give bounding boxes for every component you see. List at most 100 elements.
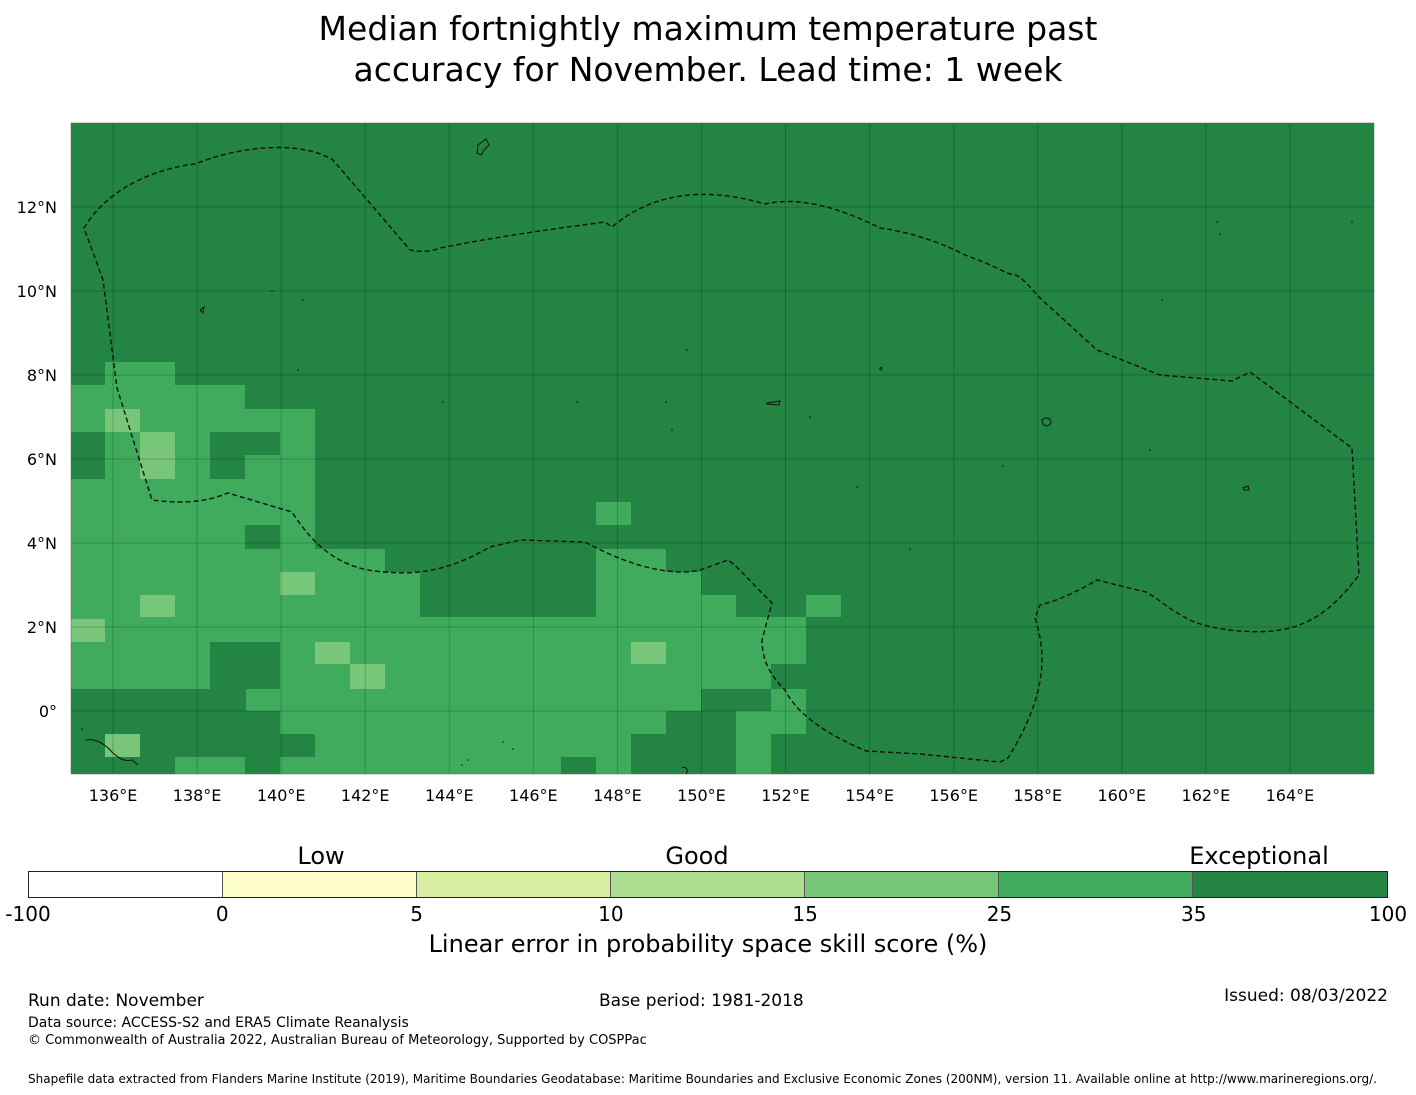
cell bbox=[105, 734, 140, 757]
colorbar-segment bbox=[805, 872, 999, 897]
cell bbox=[631, 734, 666, 774]
gridlines bbox=[71, 123, 1374, 774]
run-date: Run date: November bbox=[28, 991, 204, 1011]
atoll bbox=[1149, 449, 1151, 451]
atoll bbox=[1219, 233, 1221, 235]
atoll bbox=[671, 429, 673, 431]
copyright: © Commonwealth of Australia 2022, Austra… bbox=[28, 1033, 647, 1048]
lon-tick-label: 160°E bbox=[1097, 786, 1146, 805]
atoll bbox=[909, 548, 911, 550]
cell bbox=[71, 432, 105, 479]
lon-tick-label: 162°E bbox=[1182, 786, 1231, 805]
colorbar-segment bbox=[417, 872, 611, 897]
category-good: Good bbox=[665, 842, 729, 870]
colorbar-tick-label: 35 bbox=[1180, 902, 1207, 926]
category-exceptional: Exceptional bbox=[1189, 842, 1329, 870]
atoll bbox=[271, 290, 273, 292]
lon-tick-label: 150°E bbox=[677, 786, 726, 805]
cell bbox=[175, 757, 245, 774]
colorbar-segment bbox=[611, 872, 805, 897]
lon-tick-label: 158°E bbox=[1013, 786, 1062, 805]
colorbar-segment bbox=[999, 872, 1193, 897]
skill-score-map: 136°E 138°E 140°E 142°E 144°E 146°E 148°E 150°E… bbox=[17, 122, 1375, 805]
lon-tick-label: 138°E bbox=[173, 786, 222, 805]
cell bbox=[245, 711, 280, 774]
atoll bbox=[442, 401, 444, 403]
atoll bbox=[461, 764, 463, 766]
lat-tick-label: 4°N bbox=[27, 534, 57, 553]
kosrae-island bbox=[1242, 485, 1250, 491]
cell bbox=[315, 642, 350, 664]
cell bbox=[701, 689, 771, 711]
ulithi-island bbox=[879, 366, 883, 371]
atolls bbox=[81, 221, 1353, 766]
lon-tick-label: 146°E bbox=[509, 786, 558, 805]
atoll bbox=[686, 349, 688, 351]
atoll bbox=[856, 486, 858, 488]
cell bbox=[806, 595, 841, 617]
colorbar-tick-label: 0 bbox=[215, 902, 229, 926]
islands bbox=[85, 138, 1250, 775]
data-source: Data source: ACCESS-S2 and ERA5 Climate … bbox=[28, 1015, 409, 1031]
title-line-1: Median fortnightly maximum temperature p… bbox=[318, 9, 1098, 48]
colorbar-tick-label: 25 bbox=[986, 902, 1013, 926]
atoll bbox=[502, 741, 504, 743]
good-mid-cells bbox=[71, 409, 666, 757]
cell bbox=[596, 502, 631, 525]
cell bbox=[140, 432, 175, 479]
lat-tick-label: 0° bbox=[39, 702, 57, 721]
atoll bbox=[1002, 465, 1004, 467]
eez-boundary bbox=[83, 146, 1360, 763]
longitude-labels: 136°E 138°E 140°E 142°E 144°E 146°E 148°E 150°E… bbox=[89, 786, 1315, 805]
cell bbox=[280, 734, 315, 757]
atoll bbox=[512, 748, 514, 750]
atoll bbox=[81, 728, 83, 730]
lat-tick-label: 8°N bbox=[27, 366, 57, 385]
exceptional-cells bbox=[71, 432, 771, 774]
chuuk-island bbox=[766, 400, 781, 406]
lon-tick-label: 164°E bbox=[1266, 786, 1315, 805]
cell bbox=[350, 664, 385, 689]
colorbar-segment bbox=[223, 872, 417, 897]
pohnpei-island bbox=[1041, 417, 1052, 427]
atoll bbox=[297, 369, 299, 371]
guam-island bbox=[476, 138, 490, 156]
lon-tick-label: 142°E bbox=[341, 786, 390, 805]
colorbar-segment bbox=[1193, 872, 1387, 897]
atoll bbox=[302, 299, 304, 301]
lon-tick-label: 136°E bbox=[89, 786, 138, 805]
issued-date: Issued: 08/03/2022 bbox=[1224, 986, 1388, 1006]
colorbar-tick-label: 15 bbox=[792, 902, 818, 926]
lat-tick-label: 6°N bbox=[27, 450, 57, 469]
lon-tick-label: 156°E bbox=[929, 786, 978, 805]
cell bbox=[631, 642, 666, 664]
latitude-labels: 12°N 10°N 8°N 6°N 4°N 2°N 0° bbox=[17, 198, 57, 721]
lat-tick-label: 10°N bbox=[17, 282, 57, 301]
cell bbox=[140, 595, 175, 617]
cell bbox=[71, 619, 105, 642]
cell bbox=[701, 572, 736, 595]
cell bbox=[736, 757, 771, 774]
colorbar bbox=[28, 871, 1388, 898]
lon-tick-label: 152°E bbox=[761, 786, 810, 805]
cell bbox=[245, 525, 280, 549]
good-cells bbox=[175, 502, 841, 774]
cell bbox=[280, 572, 315, 595]
cell bbox=[210, 642, 280, 689]
palau-island bbox=[199, 305, 205, 315]
colorbar-label: Linear error in probability space skill … bbox=[428, 930, 988, 958]
category-low: Low bbox=[297, 842, 345, 870]
lon-tick-label: 148°E bbox=[593, 786, 642, 805]
cell bbox=[210, 432, 280, 455]
colorbar-tick-label: 100 bbox=[1368, 902, 1408, 926]
colorbar-segment bbox=[29, 872, 223, 897]
colorbar-tick-label: 5 bbox=[410, 902, 423, 926]
cell bbox=[210, 455, 245, 479]
atoll bbox=[1351, 221, 1353, 223]
atoll bbox=[665, 401, 667, 403]
atoll bbox=[809, 416, 811, 418]
atoll bbox=[576, 401, 578, 403]
cell bbox=[105, 409, 140, 432]
atoll bbox=[1161, 299, 1163, 301]
atoll bbox=[467, 759, 469, 761]
